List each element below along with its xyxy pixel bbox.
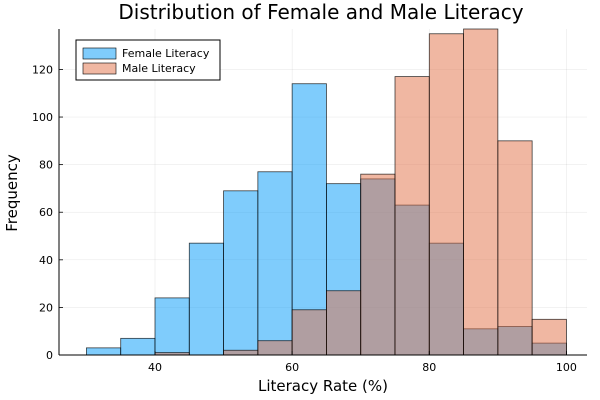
histogram-bars — [86, 28, 567, 356]
legend-label-female: Female Literacy — [122, 47, 210, 60]
x-axis-label: Literacy Rate (%) — [258, 377, 388, 395]
female-bar-35-40 — [120, 337, 156, 356]
male-bar-50-55 — [223, 349, 259, 356]
male-bar-75-80 — [394, 76, 430, 356]
legend-label-male: Male Literacy — [122, 62, 196, 75]
legend-swatch-male — [82, 62, 117, 75]
y-tick-label: 80 — [39, 159, 53, 172]
x-tick-label: 100 — [556, 361, 577, 374]
y-tick-label: 20 — [39, 301, 53, 314]
y-tick-label: 120 — [32, 63, 53, 76]
male-bar-60-65 — [291, 309, 327, 356]
female-bar-30-35 — [86, 347, 122, 356]
male-bar-90-95 — [497, 140, 533, 356]
x-tick-label: 40 — [148, 361, 162, 374]
y-tick-label: 100 — [32, 111, 53, 124]
tick-labels: 40 60 80 100 0 20 40 60 80 100 120 — [32, 63, 577, 374]
y-tick-label: 40 — [39, 254, 53, 267]
chart-title: Distribution of Female and Male Literacy — [118, 0, 523, 24]
male-bar-55-60 — [257, 340, 293, 356]
female-bar-50-55 — [223, 190, 259, 356]
male-bar-85-90 — [463, 28, 499, 356]
x-tick-label: 60 — [285, 361, 299, 374]
male-bar-65-70 — [326, 290, 362, 356]
legend-swatch-female — [82, 47, 117, 60]
female-bar-40-45 — [154, 297, 190, 356]
male-bar-95-100 — [531, 318, 567, 356]
legend: Female Literacy Male Literacy — [75, 39, 221, 81]
female-bar-45-50 — [188, 242, 224, 356]
female-bar-55-60 — [257, 171, 293, 356]
male-bar-80-85 — [428, 33, 464, 356]
x-tick-label: 80 — [422, 361, 436, 374]
axes — [58, 29, 587, 356]
male-bar-70-75 — [360, 173, 396, 356]
y-tick-label: 0 — [46, 349, 53, 362]
y-axis-label: Frequency — [3, 154, 21, 232]
y-tick-label: 60 — [39, 206, 53, 219]
